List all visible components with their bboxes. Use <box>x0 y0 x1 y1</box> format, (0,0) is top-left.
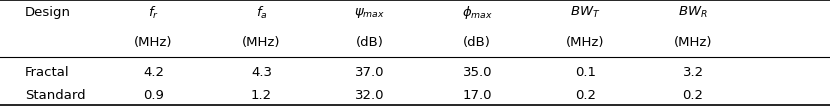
Text: $BW_R$: $BW_R$ <box>678 5 708 20</box>
Text: 0.2: 0.2 <box>682 89 704 102</box>
Text: 37.0: 37.0 <box>354 66 384 79</box>
Text: 0.1: 0.1 <box>574 66 596 79</box>
Text: $BW_T$: $BW_T$ <box>570 5 600 20</box>
Text: 0.2: 0.2 <box>574 89 596 102</box>
Text: $\phi_{max}$: $\phi_{max}$ <box>461 4 493 21</box>
Text: (dB): (dB) <box>355 36 383 49</box>
Text: $\psi_{max}$: $\psi_{max}$ <box>354 6 385 20</box>
Text: Standard: Standard <box>25 89 85 102</box>
Text: 17.0: 17.0 <box>462 89 492 102</box>
Text: 4.3: 4.3 <box>251 66 272 79</box>
Text: Design: Design <box>25 6 71 19</box>
Text: $f_r$: $f_r$ <box>148 5 159 21</box>
Text: Fractal: Fractal <box>25 66 70 79</box>
Text: 0.9: 0.9 <box>143 89 164 102</box>
Text: 1.2: 1.2 <box>251 89 272 102</box>
Text: 4.2: 4.2 <box>143 66 164 79</box>
Text: (dB): (dB) <box>463 36 491 49</box>
Text: 32.0: 32.0 <box>354 89 384 102</box>
Text: 35.0: 35.0 <box>462 66 492 79</box>
Text: (MHz): (MHz) <box>242 36 281 49</box>
Text: (MHz): (MHz) <box>674 36 712 49</box>
Text: $f_a$: $f_a$ <box>256 5 267 21</box>
Text: (MHz): (MHz) <box>134 36 173 49</box>
Text: 3.2: 3.2 <box>682 66 704 79</box>
Text: (MHz): (MHz) <box>566 36 604 49</box>
